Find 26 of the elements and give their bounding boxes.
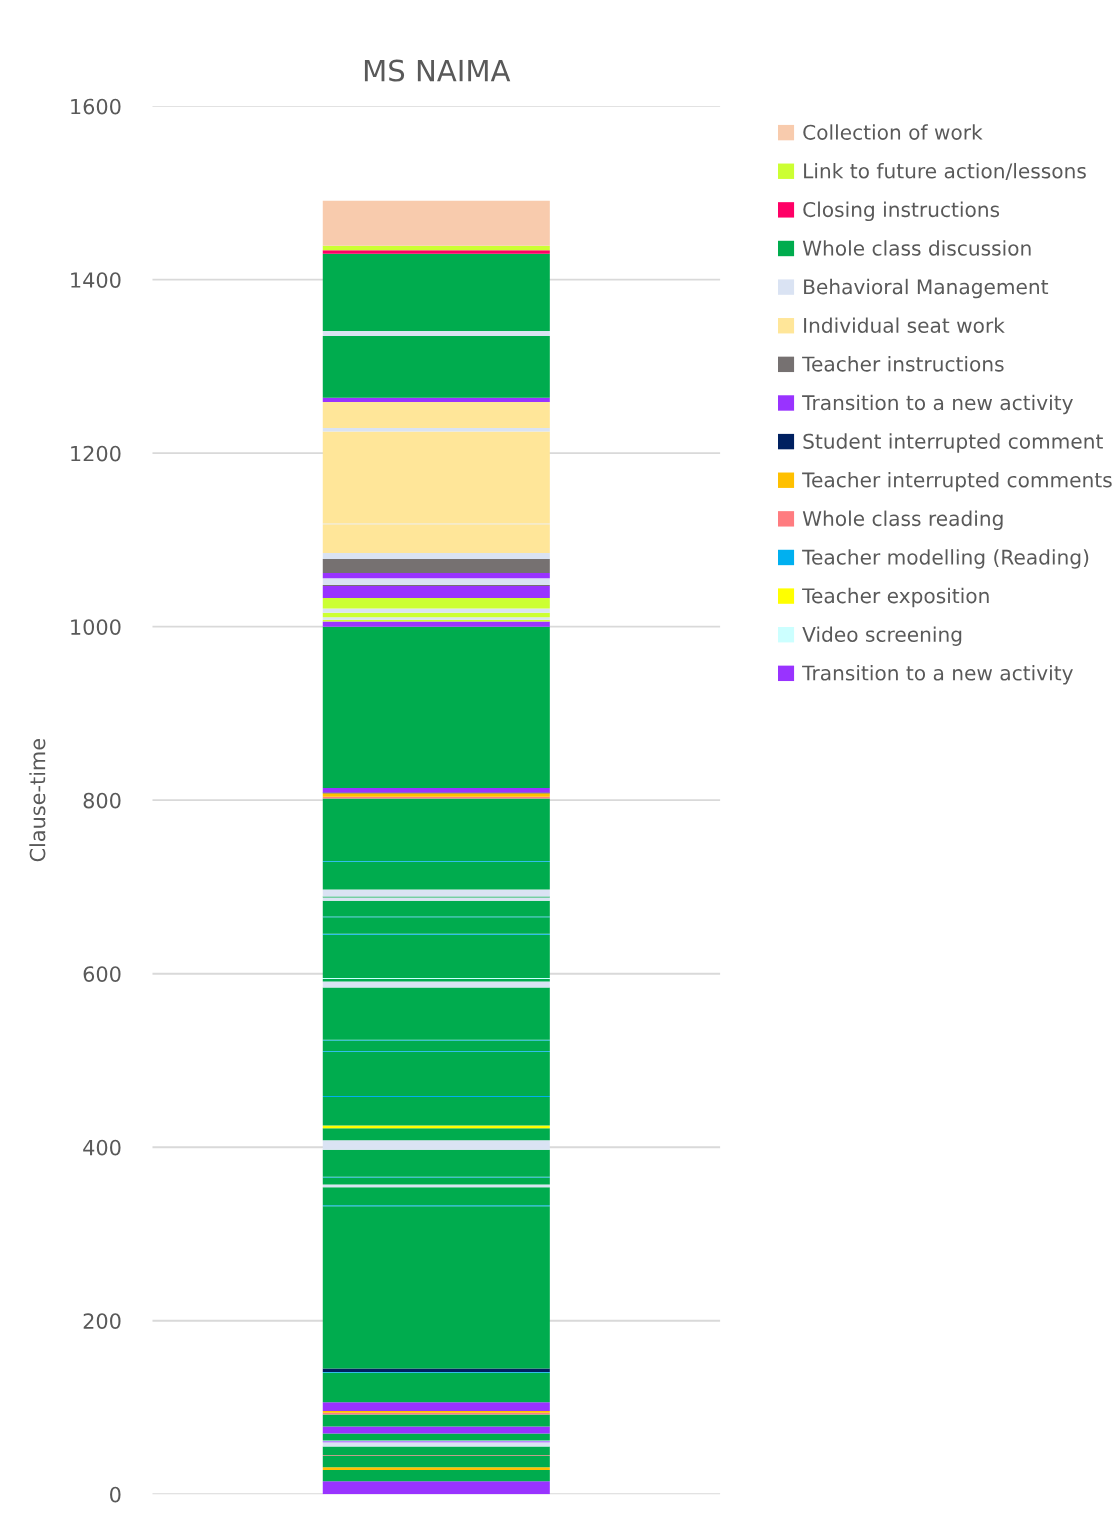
y-axis-title: Clause-time (29, 739, 46, 862)
legend-label: Video screening (802, 626, 962, 646)
legend-label: Whole class discussion (802, 240, 1031, 256)
legend-label: Collection of work (803, 124, 983, 140)
legend-label: Teacher exposition (802, 587, 989, 608)
legend-label: Transition to a new activity (802, 665, 1073, 685)
legend-label: Link to future action/lessons (804, 162, 1086, 181)
legend-label: Transition to a new activity (802, 394, 1073, 415)
legend-label: Teacher interrupted comments (802, 471, 1112, 492)
legend-label: Teacher instructions (802, 356, 1004, 372)
y-tick-label: 1000 (71, 619, 121, 635)
legend-label: Behavioral Management (804, 278, 1049, 299)
y-tick-label: 1600 (71, 98, 121, 115)
legend-label: Student interrupted comment (803, 433, 1103, 453)
y-tick-label: 200 (83, 1313, 121, 1329)
y-tick-label: 0 (110, 1486, 121, 1503)
y-tick-label: 1200 (71, 445, 121, 462)
legend-label: Whole class reading (802, 510, 1003, 531)
chart-title: MS NAIMA (364, 59, 511, 82)
legend-label: Teacher modelling (Reading) (802, 549, 1089, 569)
y-tick-label: 800 (83, 792, 121, 809)
y-tick-label: 400 (83, 1139, 121, 1156)
y-tick-label: 600 (83, 966, 121, 982)
y-tick-label: 1400 (71, 272, 121, 288)
legend-label: Individual seat work (804, 317, 1005, 334)
legend-label: Closing instructions (803, 201, 1000, 222)
